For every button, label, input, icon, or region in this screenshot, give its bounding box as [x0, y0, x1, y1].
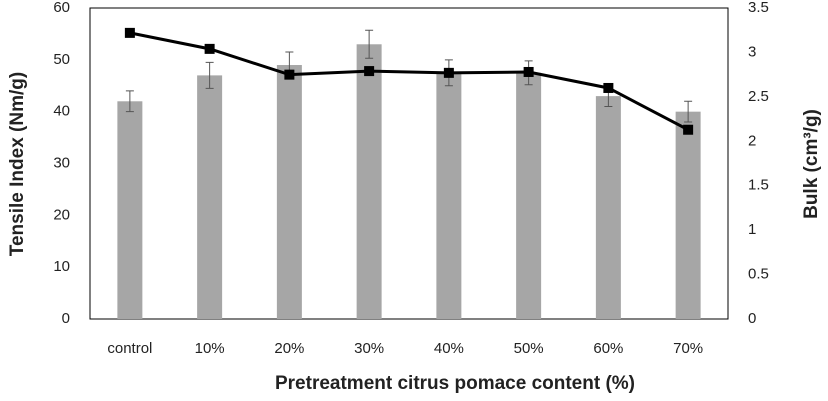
y2-tick-label: 2 [748, 132, 756, 149]
y-tick-label: 20 [53, 206, 70, 223]
x-tick-label: control [107, 340, 152, 357]
bar [117, 101, 143, 319]
y-tick-label: 0 [62, 310, 70, 327]
y2-tick-label: 1 [748, 221, 756, 238]
bar [276, 65, 302, 320]
x-tick-label: 30% [354, 340, 384, 357]
error-bar [125, 90, 134, 113]
x-tick-label: 60% [593, 340, 623, 357]
bar [595, 96, 621, 319]
y2-tick-label: 0 [748, 310, 756, 327]
line-marker [124, 27, 135, 38]
y2-tick-label: 3 [748, 43, 756, 60]
x-tick-label: 50% [514, 340, 544, 357]
line-marker [443, 67, 454, 78]
line [129, 31, 689, 132]
error-bar [205, 61, 214, 89]
y-tick-label: 10 [53, 258, 70, 275]
error-bar [365, 29, 374, 59]
y2-tick-label: 1.5 [748, 177, 769, 194]
y-tick-label: 30 [53, 154, 70, 171]
bar [675, 111, 701, 320]
x-tick-label: 70% [673, 340, 703, 357]
y2-tick-label: 3.5 [748, 0, 769, 16]
y-tick-label: 60 [53, 0, 70, 16]
line-marker [364, 66, 375, 77]
x-axis-title: Pretreatment citrus pomace content (%) [275, 373, 635, 394]
y-axis-title: Tensile Index (Nm/g) [7, 72, 28, 256]
line-marker [683, 124, 694, 135]
bar [197, 75, 223, 319]
error-bar [684, 100, 693, 123]
line-marker [284, 69, 295, 80]
y-tick-label: 50 [53, 51, 70, 68]
bar [436, 72, 462, 320]
line-marker [603, 82, 614, 93]
x-tick-label: 40% [434, 340, 464, 357]
x-tick-label: 20% [274, 340, 304, 357]
plot-frame [89, 7, 729, 320]
x-tick-label: 10% [195, 340, 225, 357]
y2-tick-label: 0.5 [748, 266, 769, 283]
y-tick-label: 40 [53, 103, 70, 120]
bar [356, 44, 382, 320]
y2-axis-title: Bulk (cm³/g) [801, 109, 822, 219]
line-marker [523, 66, 534, 77]
bar [516, 72, 542, 320]
y2-tick-label: 2.5 [748, 88, 769, 105]
line-marker [204, 43, 215, 54]
